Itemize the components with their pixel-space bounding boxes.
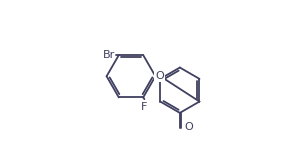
Text: F: F (141, 102, 147, 112)
Text: O: O (184, 122, 193, 132)
Text: Br: Br (103, 50, 115, 60)
Text: O: O (155, 71, 164, 81)
